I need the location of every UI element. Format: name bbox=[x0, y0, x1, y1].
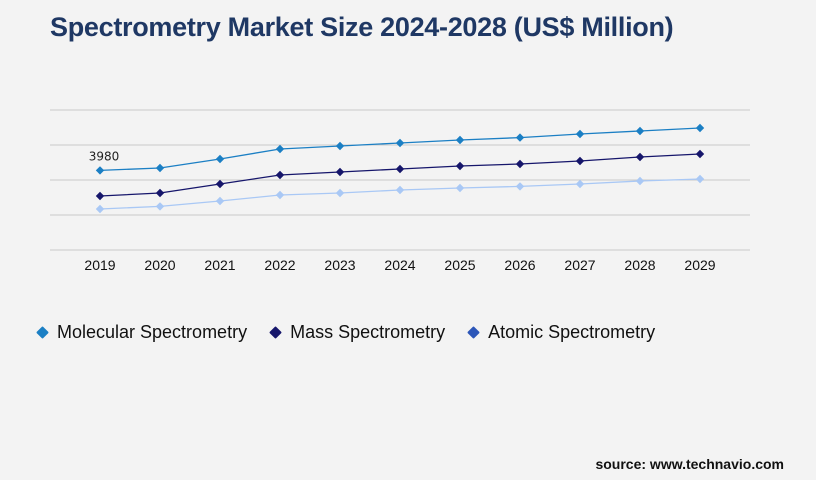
point-molecular-2019 bbox=[95, 166, 105, 175]
line-chart: 2019 2020 2021 2022 2023 2024 2025 2026 2027 2028… bbox=[50, 109, 750, 273]
x-tick-2027: 2027 bbox=[564, 257, 595, 273]
source-credit: source: www.technavio.com bbox=[595, 456, 784, 472]
point-molecular-2022 bbox=[275, 144, 285, 154]
x-tick-2028: 2028 bbox=[624, 257, 655, 273]
legend-marker-molecular bbox=[36, 326, 49, 339]
point-mass-2022 bbox=[275, 170, 285, 180]
legend-item-molecular[interactable]: Molecular Spectrometry bbox=[36, 322, 248, 343]
legend-marker-atomic bbox=[467, 326, 480, 339]
legend-label-mass: Mass Spectrometry bbox=[290, 322, 446, 342]
point-atomic-2023 bbox=[335, 188, 345, 198]
x-tick-2025: 2025 bbox=[444, 257, 475, 273]
legend-item-mass[interactable]: Mass Spectrometry bbox=[269, 322, 446, 343]
legend-label-atomic: Atomic Spectrometry bbox=[488, 322, 656, 342]
point-atomic-2026 bbox=[515, 182, 525, 191]
point-molecular-2026 bbox=[515, 133, 525, 142]
point-molecular-2028 bbox=[635, 126, 645, 136]
series-line-molecular bbox=[99, 127, 701, 172]
point-molecular-2023 bbox=[335, 141, 345, 151]
point-mass-2029 bbox=[695, 149, 705, 159]
legend-item-atomic[interactable]: Atomic Spectrometry bbox=[467, 322, 656, 343]
x-tick-2023: 2023 bbox=[324, 257, 355, 273]
x-tick-2019: 2019 bbox=[84, 257, 115, 273]
data-label-2019: 3980 bbox=[89, 149, 120, 163]
chart-legend: Molecular Spectrometry Mass Spectrometry… bbox=[36, 322, 679, 343]
legend-label-molecular: Molecular Spectrometry bbox=[57, 322, 248, 342]
point-atomic-2022 bbox=[275, 190, 285, 200]
point-mass-2026 bbox=[515, 159, 525, 169]
point-mass-2020 bbox=[155, 188, 165, 198]
point-atomic-2024 bbox=[395, 185, 405, 195]
point-molecular-2025 bbox=[455, 135, 465, 145]
point-atomic-2029 bbox=[695, 174, 705, 184]
point-atomic-2019 bbox=[95, 204, 105, 214]
x-tick-2020: 2020 bbox=[144, 257, 175, 273]
x-tick-2026: 2026 bbox=[504, 257, 535, 273]
point-molecular-2027 bbox=[575, 129, 585, 139]
x-tick-2029: 2029 bbox=[684, 257, 715, 273]
point-mass-2019 bbox=[95, 191, 105, 201]
x-tick-2021: 2021 bbox=[204, 257, 235, 273]
chart-title: Spectrometry Market Size 2024-2028 (US$ … bbox=[50, 12, 674, 42]
point-molecular-2021 bbox=[215, 154, 225, 164]
point-molecular-2029 bbox=[695, 123, 705, 133]
point-atomic-2020 bbox=[155, 202, 165, 211]
point-mass-2027 bbox=[575, 156, 585, 166]
point-atomic-2025 bbox=[455, 183, 465, 193]
point-molecular-2024 bbox=[395, 138, 405, 148]
x-tick-2024: 2024 bbox=[384, 257, 415, 273]
point-mass-2028 bbox=[635, 152, 645, 162]
legend-marker-mass bbox=[269, 326, 282, 339]
point-mass-2021 bbox=[215, 179, 225, 189]
point-mass-2023 bbox=[335, 167, 345, 177]
point-mass-2024 bbox=[395, 164, 405, 174]
point-atomic-2027 bbox=[575, 179, 585, 189]
point-molecular-2020 bbox=[155, 163, 165, 173]
point-atomic-2028 bbox=[635, 176, 645, 186]
point-atomic-2021 bbox=[215, 196, 225, 206]
point-mass-2025 bbox=[455, 161, 465, 171]
x-tick-2022: 2022 bbox=[264, 257, 295, 273]
